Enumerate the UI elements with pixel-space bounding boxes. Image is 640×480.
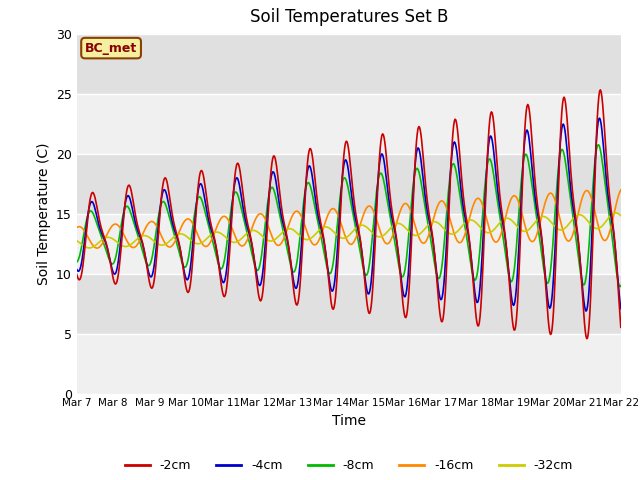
-4cm — [73, 266, 81, 272]
-32cm — [612, 210, 620, 216]
-4cm — [617, 306, 625, 312]
-16cm — [195, 234, 202, 240]
X-axis label: Time: Time — [332, 414, 366, 428]
-16cm — [140, 230, 147, 236]
-4cm — [582, 308, 590, 314]
-16cm — [223, 216, 231, 221]
-2cm — [83, 226, 90, 232]
-16cm — [617, 187, 625, 193]
Text: BC_met: BC_met — [85, 42, 137, 55]
-32cm — [73, 238, 81, 244]
-8cm — [431, 262, 438, 267]
-32cm — [195, 241, 202, 247]
-32cm — [86, 245, 93, 251]
-16cm — [83, 232, 90, 238]
-32cm — [431, 219, 439, 225]
-4cm — [596, 115, 604, 121]
-2cm — [596, 87, 604, 93]
Line: -4cm: -4cm — [77, 118, 621, 311]
-16cm — [73, 225, 81, 230]
-4cm — [431, 252, 438, 258]
-2cm — [431, 252, 438, 258]
-4cm — [139, 241, 147, 247]
-8cm — [617, 283, 625, 288]
-2cm — [194, 187, 202, 192]
-2cm — [139, 240, 147, 246]
-32cm — [83, 244, 90, 250]
Title: Soil Temperatures Set B: Soil Temperatures Set B — [250, 9, 448, 26]
-8cm — [595, 142, 602, 148]
-2cm — [223, 285, 230, 291]
-32cm — [223, 236, 231, 242]
Y-axis label: Soil Temperature (C): Soil Temperature (C) — [36, 143, 51, 285]
-4cm — [194, 190, 202, 195]
-2cm — [415, 124, 422, 130]
-4cm — [415, 146, 422, 152]
-8cm — [83, 217, 90, 223]
-8cm — [73, 259, 81, 265]
-16cm — [431, 209, 439, 215]
Bar — [77, 214, 621, 274]
Line: -8cm: -8cm — [77, 145, 621, 287]
-32cm — [416, 231, 424, 237]
-4cm — [83, 221, 90, 227]
-32cm — [140, 233, 147, 239]
-2cm — [73, 272, 81, 277]
Bar — [77, 334, 621, 394]
-32cm — [617, 213, 625, 218]
Bar — [77, 94, 621, 154]
-16cm — [416, 236, 424, 241]
Bar — [77, 154, 621, 214]
Bar — [77, 34, 621, 94]
Line: -16cm: -16cm — [77, 190, 621, 248]
-4cm — [223, 267, 230, 273]
Bar — [77, 274, 621, 334]
-8cm — [415, 168, 422, 174]
-8cm — [194, 196, 202, 202]
-2cm — [583, 336, 591, 342]
Line: -32cm: -32cm — [77, 213, 621, 248]
-8cm — [139, 248, 147, 254]
-16cm — [93, 245, 101, 251]
-8cm — [616, 284, 624, 289]
Line: -2cm: -2cm — [77, 90, 621, 339]
Legend: -2cm, -4cm, -8cm, -16cm, -32cm: -2cm, -4cm, -8cm, -16cm, -32cm — [120, 455, 578, 477]
-2cm — [617, 324, 625, 330]
-8cm — [223, 242, 230, 248]
